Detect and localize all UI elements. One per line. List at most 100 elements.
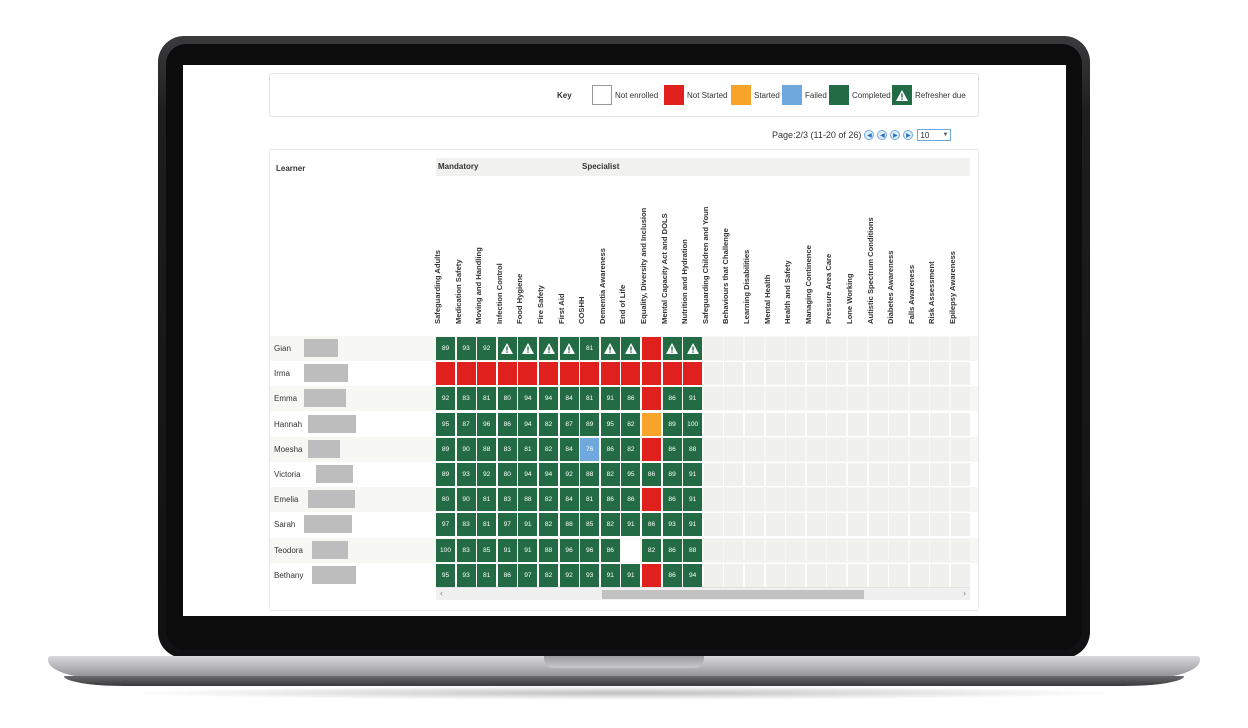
course-cell-completed[interactable]: 81 — [477, 488, 497, 512]
course-cell-not-enrolled[interactable] — [930, 437, 950, 461]
course-cell-not-enrolled[interactable] — [765, 513, 785, 537]
course-cell-not-enrolled[interactable] — [868, 488, 888, 512]
course-cell-not-enrolled[interactable] — [889, 412, 909, 436]
course-cell-completed[interactable]: 89 — [436, 463, 455, 486]
course-cell-completed[interactable]: 83 — [456, 513, 476, 537]
course-cell-not-enrolled[interactable] — [827, 412, 847, 436]
course-cell-completed[interactable]: 91 — [683, 488, 703, 512]
course-cell-completed[interactable]: 93 — [456, 463, 476, 486]
course-cell-completed[interactable]: 92 — [559, 563, 579, 587]
course-cell-completed[interactable]: 91 — [683, 513, 703, 537]
course-cell-not-enrolled[interactable] — [930, 513, 950, 537]
course-cell-completed[interactable]: 80 — [436, 488, 455, 512]
course-cell-not-enrolled[interactable] — [848, 538, 867, 562]
course-cell-completed[interactable]: 94 — [539, 387, 558, 411]
course-cell-completed[interactable]: 95 — [436, 412, 455, 436]
course-cell-completed[interactable]: 82 — [642, 538, 661, 562]
course-cell-completed[interactable]: 96 — [580, 538, 600, 562]
course-cell-not-started[interactable] — [662, 362, 682, 386]
course-header[interactable]: Learning Disabilities — [742, 249, 751, 324]
course-cell-not-started[interactable] — [539, 362, 558, 386]
course-cell-completed[interactable]: 91 — [600, 387, 620, 411]
course-cell-not-enrolled[interactable] — [806, 337, 826, 360]
course-cell-not-started[interactable] — [642, 337, 661, 360]
course-cell-not-started[interactable] — [436, 362, 455, 386]
next-page-button[interactable]: ▶ — [890, 130, 901, 140]
course-cell-not-started[interactable] — [642, 362, 661, 386]
course-cell-completed[interactable]: 86 — [662, 437, 682, 461]
course-cell-completed[interactable]: 86 — [662, 563, 682, 587]
course-cell-not-enrolled[interactable] — [909, 488, 929, 512]
course-cell-completed[interactable]: 92 — [559, 463, 579, 486]
course-cell-completed[interactable]: 91 — [497, 538, 517, 562]
course-cell-not-enrolled[interactable] — [703, 412, 723, 436]
course-cell-not-enrolled[interactable] — [724, 387, 744, 411]
course-cell-not-started[interactable] — [497, 362, 517, 386]
course-cell-completed[interactable]: 86 — [662, 488, 682, 512]
course-cell-completed[interactable]: 96 — [559, 538, 579, 562]
course-cell-not-enrolled[interactable] — [724, 488, 744, 512]
learner-row[interactable]: Moesha 89 90 88 83 81 82 84 76 86 82 86 88 — [270, 436, 978, 462]
course-cell-completed[interactable]: 81 — [477, 563, 497, 587]
course-cell-not-enrolled[interactable] — [848, 437, 867, 461]
course-cell-not-enrolled[interactable] — [951, 437, 970, 461]
course-cell-completed[interactable]: 82 — [600, 513, 620, 537]
course-cell-not-enrolled[interactable] — [621, 538, 641, 562]
course-cell-not-enrolled[interactable] — [765, 563, 785, 587]
course-cell-completed[interactable]: 95 — [621, 463, 641, 486]
course-cell-not-enrolled[interactable] — [889, 538, 909, 562]
course-cell-not-enrolled[interactable] — [827, 337, 847, 360]
course-cell-not-started[interactable] — [580, 362, 600, 386]
course-cell-not-enrolled[interactable] — [745, 337, 764, 360]
scroll-left-icon[interactable]: ‹ — [440, 588, 443, 598]
course-cell-not-enrolled[interactable] — [827, 437, 847, 461]
learner-row[interactable]: Teodora 100 83 85 91 91 88 96 96 86 82 86 88 — [270, 537, 978, 563]
course-cell-completed[interactable]: 94 — [518, 463, 538, 486]
course-cell-completed[interactable]: 90 — [456, 488, 476, 512]
course-cell-not-started[interactable] — [642, 437, 661, 461]
course-cell-not-enrolled[interactable] — [806, 387, 826, 411]
course-cell-not-enrolled[interactable] — [930, 337, 950, 360]
course-cell-not-started[interactable] — [621, 362, 641, 386]
course-cell-not-enrolled[interactable] — [848, 488, 867, 512]
course-cell-not-enrolled[interactable] — [930, 563, 950, 587]
course-cell-not-enrolled[interactable] — [909, 362, 929, 386]
course-cell-not-enrolled[interactable] — [786, 337, 806, 360]
course-cell-completed[interactable]: 93 — [456, 337, 476, 360]
course-cell-not-enrolled[interactable] — [745, 538, 764, 562]
course-cell-not-enrolled[interactable] — [868, 337, 888, 360]
course-cell-completed[interactable]: 87 — [559, 412, 579, 436]
course-cell-not-enrolled[interactable] — [703, 362, 723, 386]
course-cell-not-enrolled[interactable] — [703, 437, 723, 461]
course-cell-completed[interactable]: 82 — [621, 412, 641, 436]
course-cell-completed[interactable]: 93 — [580, 563, 600, 587]
course-cell-not-enrolled[interactable] — [951, 337, 970, 360]
course-cell-not-enrolled[interactable] — [827, 387, 847, 411]
course-cell-completed[interactable]: 86 — [642, 513, 661, 537]
course-cell-completed[interactable]: 83 — [456, 387, 476, 411]
learner-row[interactable]: Sarah 97 83 81 97 91 82 88 85 82 91 86 93 91 — [270, 512, 978, 538]
course-cell-not-enrolled[interactable] — [930, 538, 950, 562]
course-cell-not-enrolled[interactable] — [889, 337, 909, 360]
learner-row[interactable]: Gian 89 93 92 81 — [270, 336, 978, 361]
course-cell-not-enrolled[interactable] — [909, 437, 929, 461]
course-cell-not-enrolled[interactable] — [703, 337, 723, 360]
course-cell-not-enrolled[interactable] — [806, 463, 826, 486]
course-cell-completed[interactable]: 94 — [518, 387, 538, 411]
course-cell-not-enrolled[interactable] — [951, 538, 970, 562]
course-cell-not-enrolled[interactable] — [889, 463, 909, 486]
course-cell-completed[interactable]: 91 — [600, 563, 620, 587]
course-cell-not-enrolled[interactable] — [745, 513, 764, 537]
scroll-right-icon[interactable]: › — [963, 588, 966, 598]
course-cell-completed[interactable]: 94 — [539, 463, 558, 486]
course-cell-completed[interactable]: 91 — [621, 563, 641, 587]
scrollbar-thumb[interactable] — [602, 590, 864, 599]
course-cell-completed[interactable]: 89 — [436, 437, 455, 461]
course-cell-completed[interactable]: 97 — [497, 513, 517, 537]
course-cell-not-enrolled[interactable] — [724, 412, 744, 436]
course-cell-not-enrolled[interactable] — [848, 387, 867, 411]
course-cell-not-enrolled[interactable] — [786, 437, 806, 461]
course-cell-not-enrolled[interactable] — [786, 538, 806, 562]
course-cell-not-enrolled[interactable] — [909, 412, 929, 436]
course-cell-completed[interactable]: 82 — [621, 437, 641, 461]
